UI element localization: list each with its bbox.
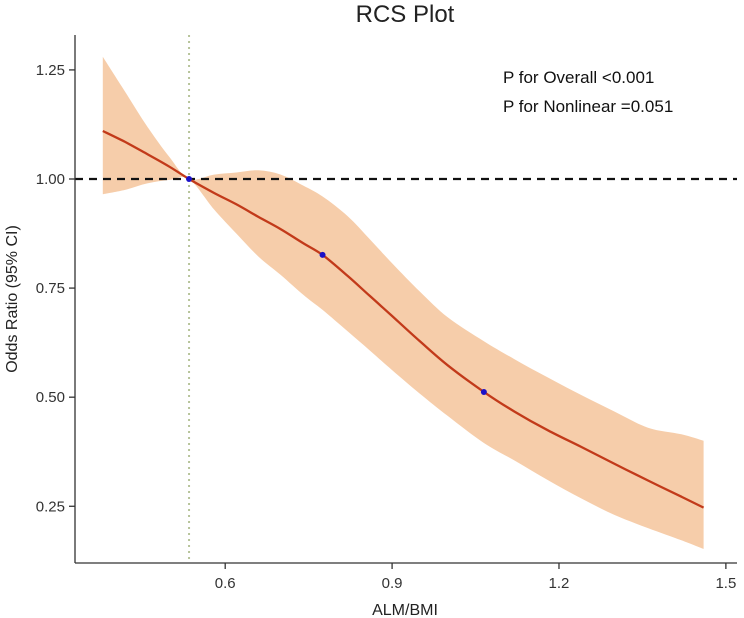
y-axis-title: Odds Ratio (95% CI) bbox=[4, 225, 21, 373]
y-tick-label: 0.75 bbox=[36, 280, 65, 297]
chart-title: RCS Plot bbox=[356, 1, 455, 28]
knot-point-1 bbox=[186, 176, 193, 182]
y-tick-label: 0.50 bbox=[36, 389, 65, 406]
x-tick-label: 1.2 bbox=[549, 575, 570, 592]
y-tick-label: 1.00 bbox=[36, 171, 65, 188]
y-tick-label: 1.25 bbox=[36, 62, 65, 79]
x-tick-label: 0.6 bbox=[215, 575, 236, 592]
p-nonlinear-annotation: P for Nonlinear =0.051 bbox=[503, 97, 673, 116]
x-axis-ticks: 0.6 0.9 1.2 1.5 bbox=[215, 563, 736, 592]
p-overall-annotation: P for Overall <0.001 bbox=[503, 68, 654, 87]
confidence-band bbox=[102, 56, 704, 550]
y-axis-ticks: 0.25 0.50 0.75 1.00 1.25 bbox=[36, 62, 75, 515]
knot-points bbox=[186, 176, 487, 395]
y-tick-label: 0.25 bbox=[36, 498, 65, 515]
x-tick-label: 0.9 bbox=[382, 575, 403, 592]
plot-area bbox=[75, 35, 737, 563]
x-tick-label: 1.5 bbox=[715, 575, 736, 592]
x-axis-title: ALM/BMI bbox=[372, 602, 438, 618]
knot-point-2 bbox=[319, 251, 326, 258]
knot-point-3 bbox=[480, 388, 487, 395]
